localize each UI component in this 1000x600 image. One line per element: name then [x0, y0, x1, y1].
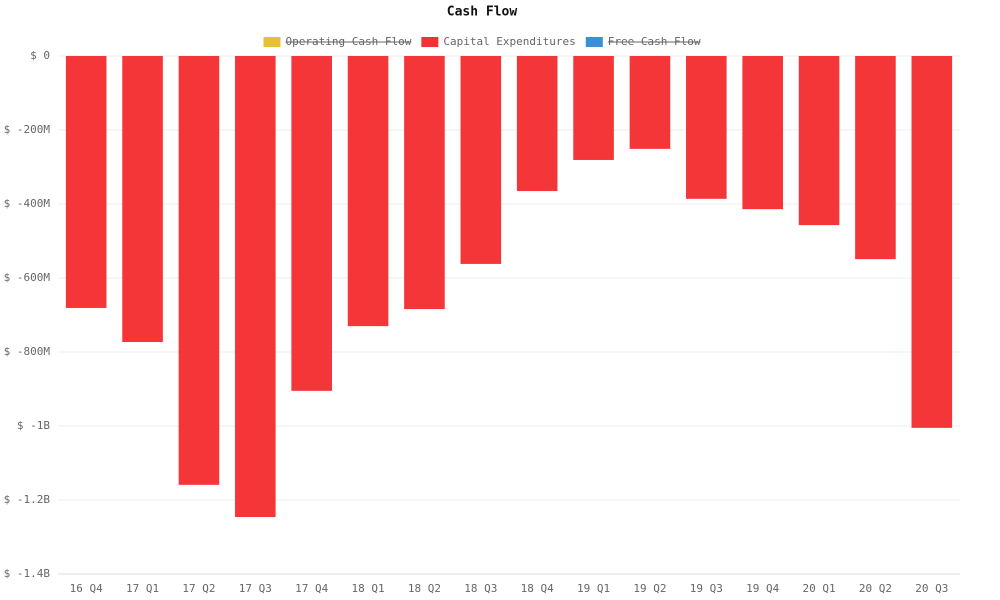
x-tick-label: 20 Q2 — [859, 582, 892, 595]
legend-swatch — [585, 37, 603, 47]
x-tick-label: 20 Q3 — [915, 582, 948, 595]
bar — [516, 56, 558, 192]
y-tick-label: $ -800M — [4, 345, 51, 358]
y-tick-label: $ -400M — [4, 197, 51, 210]
bar — [347, 56, 389, 327]
bar — [404, 56, 445, 310]
bar — [291, 56, 332, 391]
x-tick-label: 20 Q1 — [803, 582, 836, 595]
x-tick-label: 17 Q2 — [182, 582, 215, 595]
bar — [742, 56, 783, 210]
legend-label: Capital Expenditures — [443, 35, 575, 48]
x-tick-label: 18 Q4 — [521, 582, 554, 595]
bar — [235, 56, 276, 518]
x-tick-label: 19 Q2 — [633, 582, 666, 595]
bar — [798, 56, 840, 226]
bar — [686, 56, 727, 199]
x-tick-label: 17 Q3 — [239, 582, 272, 595]
bar — [460, 56, 502, 264]
x-tick-label: 18 Q1 — [352, 582, 385, 595]
legend-swatch — [263, 37, 281, 47]
y-tick-label: $ -600M — [4, 271, 51, 284]
y-tick-label: $ -1.2B — [4, 493, 51, 506]
x-tick-label: 18 Q3 — [464, 582, 497, 595]
x-tick-label: 16 Q4 — [70, 582, 103, 595]
bar — [911, 56, 953, 428]
bar — [178, 56, 220, 485]
x-tick-label: 19 Q3 — [690, 582, 723, 595]
bar — [855, 56, 896, 260]
y-tick-label: $ -1B — [17, 419, 50, 432]
bar — [122, 56, 163, 343]
y-tick-label: $ 0 — [30, 49, 50, 62]
y-tick-label: $ -200M — [4, 123, 51, 136]
x-tick-label: 19 Q4 — [746, 582, 779, 595]
x-tick-label: 17 Q1 — [126, 582, 159, 595]
y-tick-label: $ -1.4B — [4, 567, 51, 580]
x-tick-label: 18 Q2 — [408, 582, 441, 595]
x-tick-label: 17 Q4 — [295, 582, 328, 595]
bar — [629, 56, 671, 149]
bar — [65, 56, 107, 308]
x-tick-label: 19 Q1 — [577, 582, 610, 595]
bar — [573, 56, 614, 160]
legend-swatch — [421, 37, 439, 47]
chart-title: Cash Flow — [447, 5, 518, 20]
